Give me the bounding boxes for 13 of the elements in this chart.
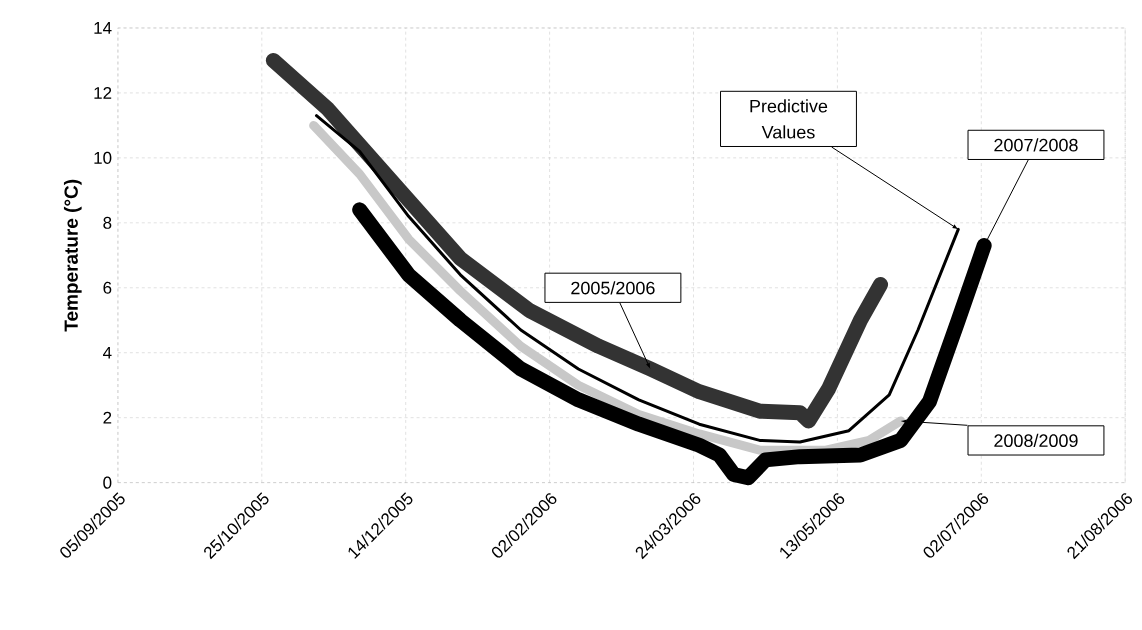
y-tick-label: 4 [103, 347, 112, 359]
y-tick-label: 6 [103, 281, 112, 295]
y-tick-label: 0 [103, 476, 112, 489]
y-tick-label: 8 [103, 217, 112, 230]
y-tick-label: 14 [94, 22, 112, 35]
series-label: 2005/2006 [571, 281, 655, 295]
y-tick-label: 2 [103, 411, 112, 424]
text: 2007/2008 [994, 138, 1078, 152]
y-tick-label: 12 [94, 87, 112, 100]
y-axis-title: Temperature (°C) [63, 180, 82, 332]
text: Predictive Values [750, 99, 828, 139]
y-tick-label: 10 [94, 152, 112, 165]
text: 2008/2009 [994, 434, 1078, 448]
